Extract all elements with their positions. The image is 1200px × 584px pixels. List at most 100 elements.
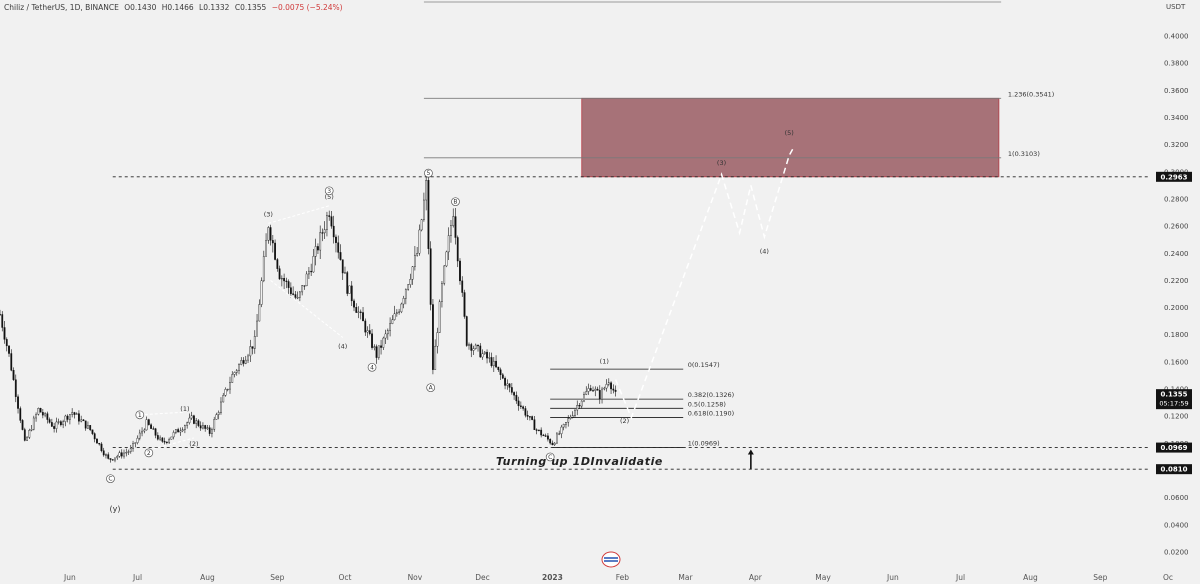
candle-body [114,457,116,461]
x-tick-label: Sep [270,573,284,582]
candle-body [395,312,398,314]
price-tag-label: 0.2963 [1160,173,1187,181]
candle-body [425,180,428,201]
candle-body [197,420,200,426]
candle-body [592,390,594,392]
candle-body [163,441,166,443]
y-tick-label: 0.3600 [1164,87,1189,95]
candle-body [256,320,258,337]
candle-body [100,443,103,451]
candle-body [594,388,597,391]
candle-body [53,426,56,429]
candle-body [418,229,421,254]
candle-body [434,345,437,370]
candle-body [215,414,218,420]
candle-body [470,344,473,351]
candle-body [429,248,432,305]
candle-body [436,332,439,347]
candle-body [120,452,123,457]
x-tick-label: Jul [132,573,142,582]
candle-body [10,353,13,371]
x-tick-label: Dec [475,573,490,582]
candle-body [350,285,353,302]
circled-wave-marker [367,362,377,372]
candle-body [87,425,89,429]
candle-body [355,307,358,313]
x-tick-label: Apr [749,573,763,582]
candle-body [565,422,567,425]
candle-body [134,442,137,444]
candle-body [8,345,10,354]
circled-wave-marker [545,452,555,462]
candle-body [253,336,256,349]
candle-body [150,424,152,429]
circled-wave-label: C [548,454,552,461]
candle-body [229,382,231,390]
candle-body [170,436,173,440]
wave-label: (5) [325,193,334,201]
candle-body [105,454,107,456]
symbol-title: Chiliz / TetherUS, 1D, BINANCE [4,3,119,12]
circled-wave-label: A [429,385,434,392]
circled-wave-label: 4 [370,364,374,371]
candle-body [285,280,288,282]
candle-body [569,417,572,419]
candle-body [382,337,385,348]
candle-body [346,272,349,294]
candle-body [513,392,516,396]
candle-body [407,284,410,290]
candle-body [118,452,121,457]
candle-body [423,199,425,220]
candle-body [211,429,213,434]
fib-level-label: 0.5(0.1258) [688,400,726,408]
candle-body [474,344,477,349]
candle-body [321,232,324,234]
circled-wave-label: 5 [427,170,431,177]
wave-label: (2) [189,440,198,448]
candle-body [447,235,450,253]
y-tick-label: 0.0600 [1164,494,1189,502]
x-tick-label: 2023 [542,573,563,582]
y-tick-label: 0.1800 [1164,331,1189,339]
candle-body [495,360,497,368]
candle-body [226,388,229,391]
candle-body [251,346,254,349]
candle-body [344,272,346,274]
candle-body [492,360,495,367]
wave-label: (3) [264,211,273,219]
candle-body [317,246,319,251]
candle-body [544,435,547,437]
candle-body [553,442,556,446]
annotation-text: Turning up 1DInvalidatie [496,455,663,468]
y-tick-label: 0.2800 [1164,195,1189,203]
wave-label: (3) [717,159,726,167]
candle-body [612,388,615,391]
candle-body [78,413,80,422]
candle-body [348,285,351,294]
candle-body [23,429,26,441]
candle-body [96,438,98,444]
candle-body [497,366,500,370]
candle-body [373,346,376,348]
candle-body [465,316,468,346]
candle-body [14,379,17,397]
candle-body [174,429,177,433]
candle-body [560,426,563,434]
candle-body [17,396,19,409]
candle-body [614,389,617,392]
candle-body [80,419,83,422]
candle-body [32,417,35,430]
circled-wave-label: 2 [147,450,151,457]
candle-body [186,422,189,426]
candle-body [504,378,506,386]
wave-connector-line [139,411,185,416]
candle-body [328,215,331,217]
candle-body [353,300,355,308]
candle-body [267,227,270,241]
y-tick-label: 0.1600 [1164,358,1189,366]
candle-body [571,415,574,418]
candle-body [199,425,202,429]
candle-body [12,370,15,380]
